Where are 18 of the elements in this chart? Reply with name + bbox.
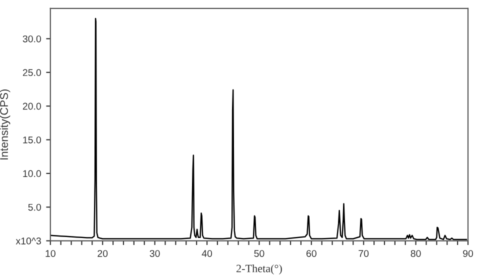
y-tick-label: 25.0 <box>22 69 41 76</box>
y-tick-label: 15.0 <box>23 136 41 144</box>
x-tick-label: 70 <box>358 250 369 257</box>
y-axis-title: Intensity(CPS) <box>0 89 10 160</box>
x-tick-label: 20 <box>98 250 108 257</box>
x-tick-label: 40 <box>202 250 212 257</box>
x-tick-label: 60 <box>306 250 316 257</box>
x-axis-title: 2-Theta(°) <box>236 264 282 275</box>
y-tick-label: x10^3 <box>16 238 41 244</box>
x-tick-label: 10 <box>46 250 56 257</box>
y-tick-label: 5.0 <box>28 204 41 211</box>
y-tick-label: 10.0 <box>23 170 41 178</box>
x-tick-label: 80 <box>410 250 421 257</box>
y-tick-label: 20.0 <box>22 102 41 110</box>
x-tick-label: 50 <box>254 250 264 257</box>
x-tick-label: 90 <box>463 250 474 257</box>
y-tick-label: 30.0 <box>22 35 41 42</box>
x-tick-label: 30 <box>150 250 160 257</box>
